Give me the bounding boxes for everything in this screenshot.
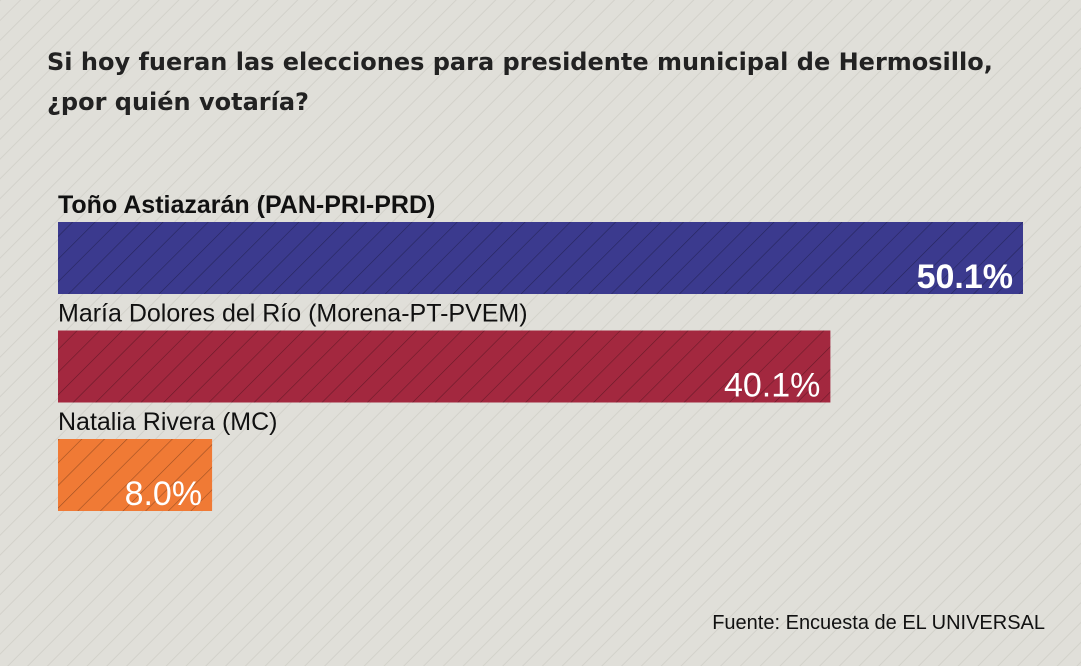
value-label: 40.1%	[724, 367, 820, 405]
value-label: 50.1%	[917, 258, 1013, 296]
category-label: María Dolores del Río (Morena-PT-PVEM)	[58, 300, 528, 328]
chart-title: Si hoy fueran las elecciones para presid…	[47, 48, 993, 116]
bar-hatch	[58, 330, 831, 403]
category-label: Natalia Rivera (MC)	[58, 408, 277, 436]
bar-hatch	[58, 222, 1023, 294]
source-note: Fuente: Encuesta de EL UNIVERSAL	[712, 612, 1045, 634]
value-label: 8.0%	[125, 475, 203, 513]
category-label: Toño Astiazarán (PAN-PRI-PRD)	[58, 191, 435, 219]
bar-hatch	[58, 439, 213, 511]
